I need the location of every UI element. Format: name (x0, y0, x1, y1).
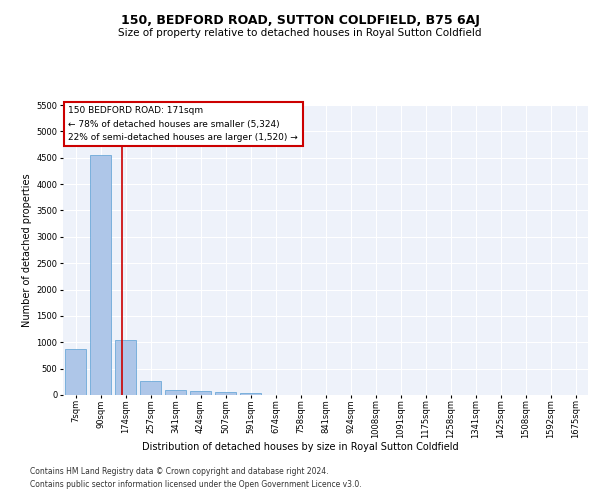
Text: 150, BEDFORD ROAD, SUTTON COLDFIELD, B75 6AJ: 150, BEDFORD ROAD, SUTTON COLDFIELD, B75… (121, 14, 479, 27)
Text: Distribution of detached houses by size in Royal Sutton Coldfield: Distribution of detached houses by size … (142, 442, 458, 452)
Bar (65, 349, 86, 395)
Text: Contains HM Land Registry data © Crown copyright and database right 2024.: Contains HM Land Registry data © Crown c… (30, 468, 329, 476)
Y-axis label: Number of detached properties: Number of detached properties (22, 173, 32, 327)
Text: 150 BEDFORD ROAD: 171sqm
← 78% of detached houses are smaller (5,324)
22% of sem: 150 BEDFORD ROAD: 171sqm ← 78% of detach… (68, 106, 298, 142)
Text: Size of property relative to detached houses in Royal Sutton Coldfield: Size of property relative to detached ho… (118, 28, 482, 38)
Text: Contains public sector information licensed under the Open Government Licence v3: Contains public sector information licen… (30, 480, 362, 489)
Bar (190, 391, 211, 395)
Bar (140, 381, 161, 395)
Bar (215, 392, 236, 395)
Bar (115, 340, 136, 395)
Bar (240, 393, 261, 395)
Bar (90, 155, 111, 395)
Bar (165, 390, 186, 395)
